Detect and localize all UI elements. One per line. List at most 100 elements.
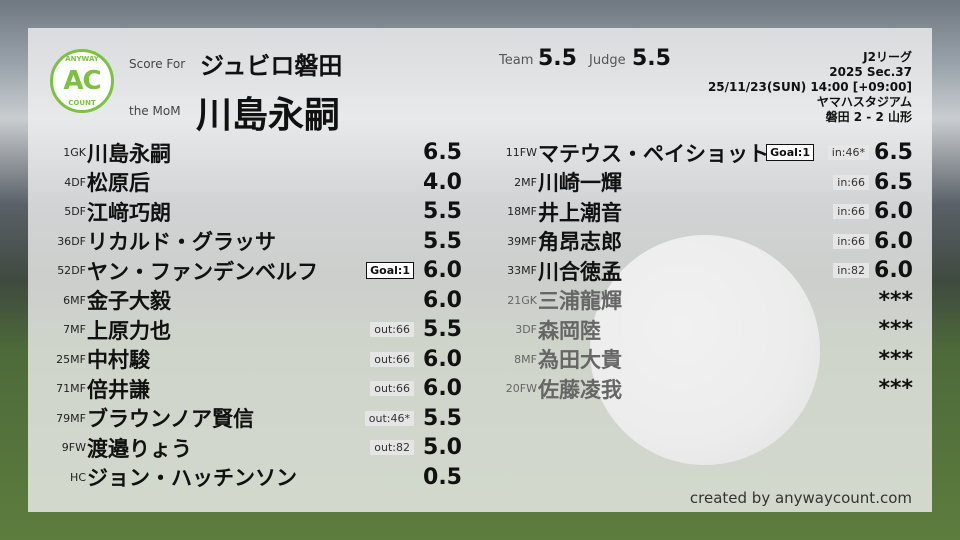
player-row: 20FW 佐藤凌我 *** [0, 374, 960, 403]
player-number-position: 79MF [56, 412, 86, 425]
player-row: 18MF 井上潮音 in:66 6.0 [0, 197, 960, 226]
player-row: 4DF 松原后 4.0 [0, 168, 960, 197]
player-row: 5DF 江﨑巧朗 5.5 [0, 197, 960, 226]
player-number: 6 [63, 293, 71, 307]
player-rating: 6.0 [423, 258, 462, 283]
substitution-badge: out:82 [370, 440, 414, 455]
substitution-badge: out:66 [370, 381, 414, 396]
player-name: 為田大貴 [538, 348, 622, 372]
player-number: 8 [514, 352, 522, 366]
league: J2リーグ [863, 50, 912, 64]
player-number-position: 3DF [515, 323, 537, 336]
player-row: 36DF リカルド・グラッサ 5.5 [0, 227, 960, 256]
player-name: 井上潮音 [538, 200, 622, 225]
player-name: リカルド・グラッサ [87, 230, 276, 254]
player-row: 6MF 金子大毅 6.0 [0, 286, 960, 315]
player-name: 森岡陸 [538, 318, 601, 343]
player-number: 39 [507, 234, 522, 248]
substitution-badge: out:66 [370, 322, 414, 337]
player-position: DF [71, 264, 86, 277]
player-number-position: 39MF [507, 235, 537, 248]
player-position: MF [70, 382, 86, 395]
logo-text-main: AC [63, 66, 101, 96]
player-number: 3 [515, 323, 523, 336]
player-name: ヤン・ファンデンベルフ [87, 259, 318, 284]
player-number-position: 5DF [64, 205, 86, 218]
player-rating: 5.5 [423, 405, 462, 431]
player-name: 川崎一輝 [538, 171, 622, 195]
player-row: HC ジョン・ハッチンソン 0.5 [0, 463, 960, 492]
judge-score-label: Judge [589, 53, 626, 68]
player-name: ブラウンノア賢信 [87, 407, 254, 431]
player-rating: 6.0 [423, 376, 462, 401]
player-number: 52 [57, 264, 72, 277]
player-rating: *** [878, 317, 913, 342]
substitution-badge: in:66 [833, 233, 869, 249]
player-row: 79MF ブラウンノア賢信 out:46* 5.5 [0, 404, 960, 433]
player-number: 36 [57, 234, 72, 248]
player-position: MF [521, 234, 537, 248]
substitution-badge: in:66 [833, 174, 869, 190]
player-number: 11 [505, 146, 520, 159]
player-number-position: 7MF [63, 323, 86, 336]
player-rating: 4.0 [423, 169, 462, 195]
season: 2025 Sec.37 [829, 65, 912, 79]
player-position: MF [70, 411, 86, 425]
anywaycount-logo: ANYWAY AC COUNT [50, 49, 114, 113]
player-rating: 6.5 [874, 140, 913, 165]
player-row: 2MF 川崎一輝 in:66 6.5 [0, 168, 960, 197]
player-row: 11FW マテウス・ペイショット Goal:1 in:46* 6.5 [0, 138, 960, 167]
player-row: 39MF 角昂志郎 in:66 6.0 [0, 227, 960, 256]
player-number-position: 18MF [507, 205, 537, 218]
player-position: MF [521, 175, 537, 189]
player-rating: 6.5 [874, 169, 913, 195]
player-row: 25MF 中村駿 out:66 6.0 [0, 345, 960, 374]
player-row: 52DF ヤン・ファンデンベルフ Goal:1 6.0 [0, 256, 960, 285]
result: 磐田 2 - 2 山形 [825, 110, 912, 124]
player-number-position: 21GK [507, 294, 537, 307]
player-number: 7 [63, 323, 71, 336]
score-panel [28, 28, 932, 512]
player-number-position: 8MF [514, 353, 537, 366]
credit: created by anywaycount.com [689, 489, 912, 507]
player-position: GK [70, 146, 86, 159]
player-name: 江﨑巧朗 [87, 200, 171, 225]
player-row: 7MF 上原力也 out:66 5.5 [0, 315, 960, 344]
player-number-position: 4DF [64, 176, 86, 189]
player-number-position: 25MF [56, 353, 86, 366]
player-number: 79 [56, 411, 71, 425]
player-name: 角昂志郎 [538, 230, 622, 254]
player-position: DF [71, 234, 86, 248]
player-number-position: 1GK [63, 146, 86, 159]
player-number-position: 11FW [506, 146, 537, 159]
player-position: DF [71, 205, 86, 218]
player-rating: 5.5 [423, 199, 462, 224]
substitution-badge: in:66 [833, 204, 869, 219]
player-row: 9FW 渡邉りょう out:82 5.0 [0, 433, 960, 462]
player-number-position: 71MF [56, 382, 86, 395]
datetime: 25/11/23(SUN) 14:00 [+09:00] [707, 80, 912, 94]
player-rating: 6.0 [874, 258, 913, 283]
player-name: 川合徳孟 [538, 259, 622, 284]
player-row: 1GK 川島永嗣 6.5 [0, 138, 960, 167]
player-name: ジョン・ハッチンソン [87, 466, 297, 490]
player-number-position: 2MF [514, 176, 537, 189]
player-rating: 6.0 [874, 199, 913, 224]
venue: ヤマハスタジアム [816, 95, 912, 109]
player-position: HC [70, 470, 86, 484]
player-name: マテウス・ペイショット [538, 141, 769, 166]
player-position: MF [70, 323, 86, 336]
player-number-position: 36DF [57, 235, 86, 248]
player-position: MF [70, 293, 86, 307]
player-number-position: HC [70, 471, 86, 484]
match-info: J2リーグ 2025 Sec.37 25/11/23(SUN) 14:00 [+… [708, 50, 912, 125]
mom-player: 川島永嗣 [196, 95, 341, 136]
score-for-label: Score For [129, 57, 186, 71]
player-number: 21 [507, 293, 522, 307]
player-number: 71 [56, 382, 71, 395]
logo-text-top: ANYWAY [65, 55, 99, 63]
player-number: 33 [507, 264, 522, 277]
player-name: 中村駿 [87, 348, 150, 372]
player-rating: *** [878, 287, 913, 313]
judge-score: 5.5 [632, 46, 671, 71]
